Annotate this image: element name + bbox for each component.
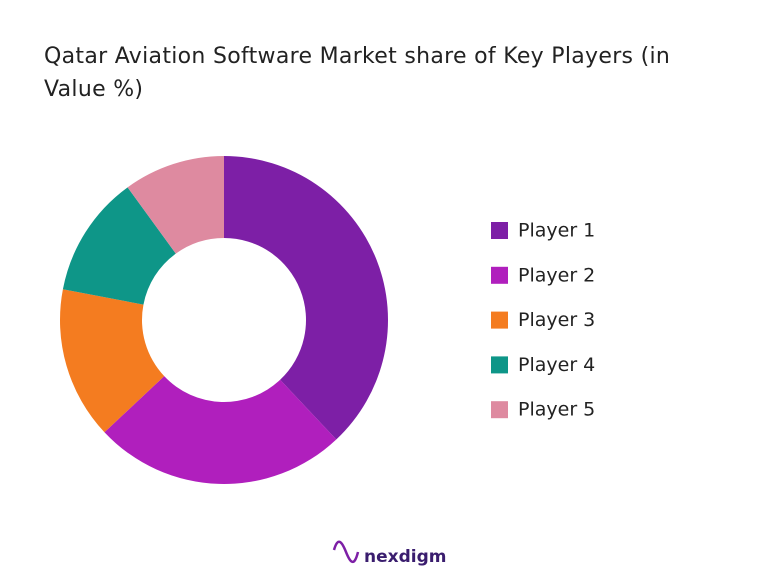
- donut-slice: [127, 156, 224, 254]
- donut-slice: [224, 156, 388, 440]
- legend-label: Player 4: [518, 354, 595, 376]
- donut-slice: [104, 376, 337, 484]
- chart-title: Qatar Aviation Software Market share of …: [44, 44, 671, 102]
- legend-label: Player 5: [518, 399, 595, 421]
- brand-icon: [332, 540, 360, 563]
- donut-slice: [62, 187, 176, 305]
- legend-swatch: [491, 222, 508, 239]
- legend-swatch: [491, 266, 508, 284]
- legend-label: Player 1: [518, 220, 595, 242]
- legend-label: Player 2: [518, 264, 595, 286]
- legend-swatch: [491, 401, 508, 419]
- legend-label: Player 3: [518, 309, 595, 331]
- donut-slice: [60, 289, 165, 433]
- legend-swatch: [491, 356, 508, 374]
- brand-name: nexdigm: [364, 547, 446, 567]
- legend-swatch: [491, 311, 508, 329]
